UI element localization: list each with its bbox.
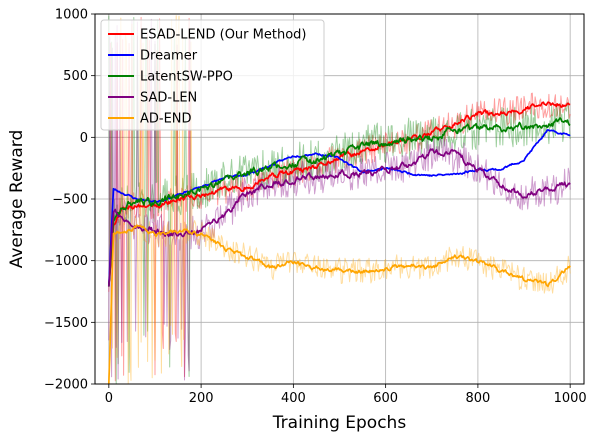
y-tick-label: −1500 bbox=[44, 316, 88, 331]
y-axis-title: Average Reward bbox=[7, 130, 27, 269]
legend-label: LatentSW-PPO bbox=[140, 70, 233, 85]
series-line bbox=[107, 148, 571, 287]
x-tick-label: 600 bbox=[373, 391, 398, 406]
series-line bbox=[107, 129, 571, 286]
legend-box bbox=[100, 19, 325, 131]
y-tick-label: −2000 bbox=[44, 378, 88, 393]
y-tick-label: −500 bbox=[52, 193, 88, 208]
series-line bbox=[107, 224, 571, 385]
y-tick-label: 500 bbox=[63, 69, 88, 84]
x-tick-label: 200 bbox=[189, 391, 214, 406]
x-tick-label: 1000 bbox=[554, 391, 587, 406]
y-tick-label: −1000 bbox=[44, 254, 88, 269]
legend-label: Dreamer bbox=[140, 49, 198, 64]
x-axis-title: Training Epochs bbox=[272, 413, 407, 433]
ticks: 0 200 400 600 800 1000 −2000 −1500 −1000 −500 0 500… bbox=[44, 8, 587, 407]
y-tick-label: 0 bbox=[80, 131, 88, 146]
x-tick-label: 800 bbox=[465, 391, 490, 406]
legend-label: ESAD-LEND (Our Method) bbox=[140, 28, 306, 43]
y-tick-label: 1000 bbox=[55, 8, 88, 23]
legend-label: SAD-LEN bbox=[140, 91, 197, 106]
legend-label: AD-END bbox=[140, 112, 192, 127]
x-tick-label: 0 bbox=[105, 391, 113, 406]
x-tick-label: 400 bbox=[281, 391, 306, 406]
legend: ESAD-LEND (Our Method) Dreamer LatentSW-PP… bbox=[100, 19, 325, 131]
smooth-series-layer bbox=[107, 101, 571, 385]
series-line bbox=[107, 117, 571, 287]
